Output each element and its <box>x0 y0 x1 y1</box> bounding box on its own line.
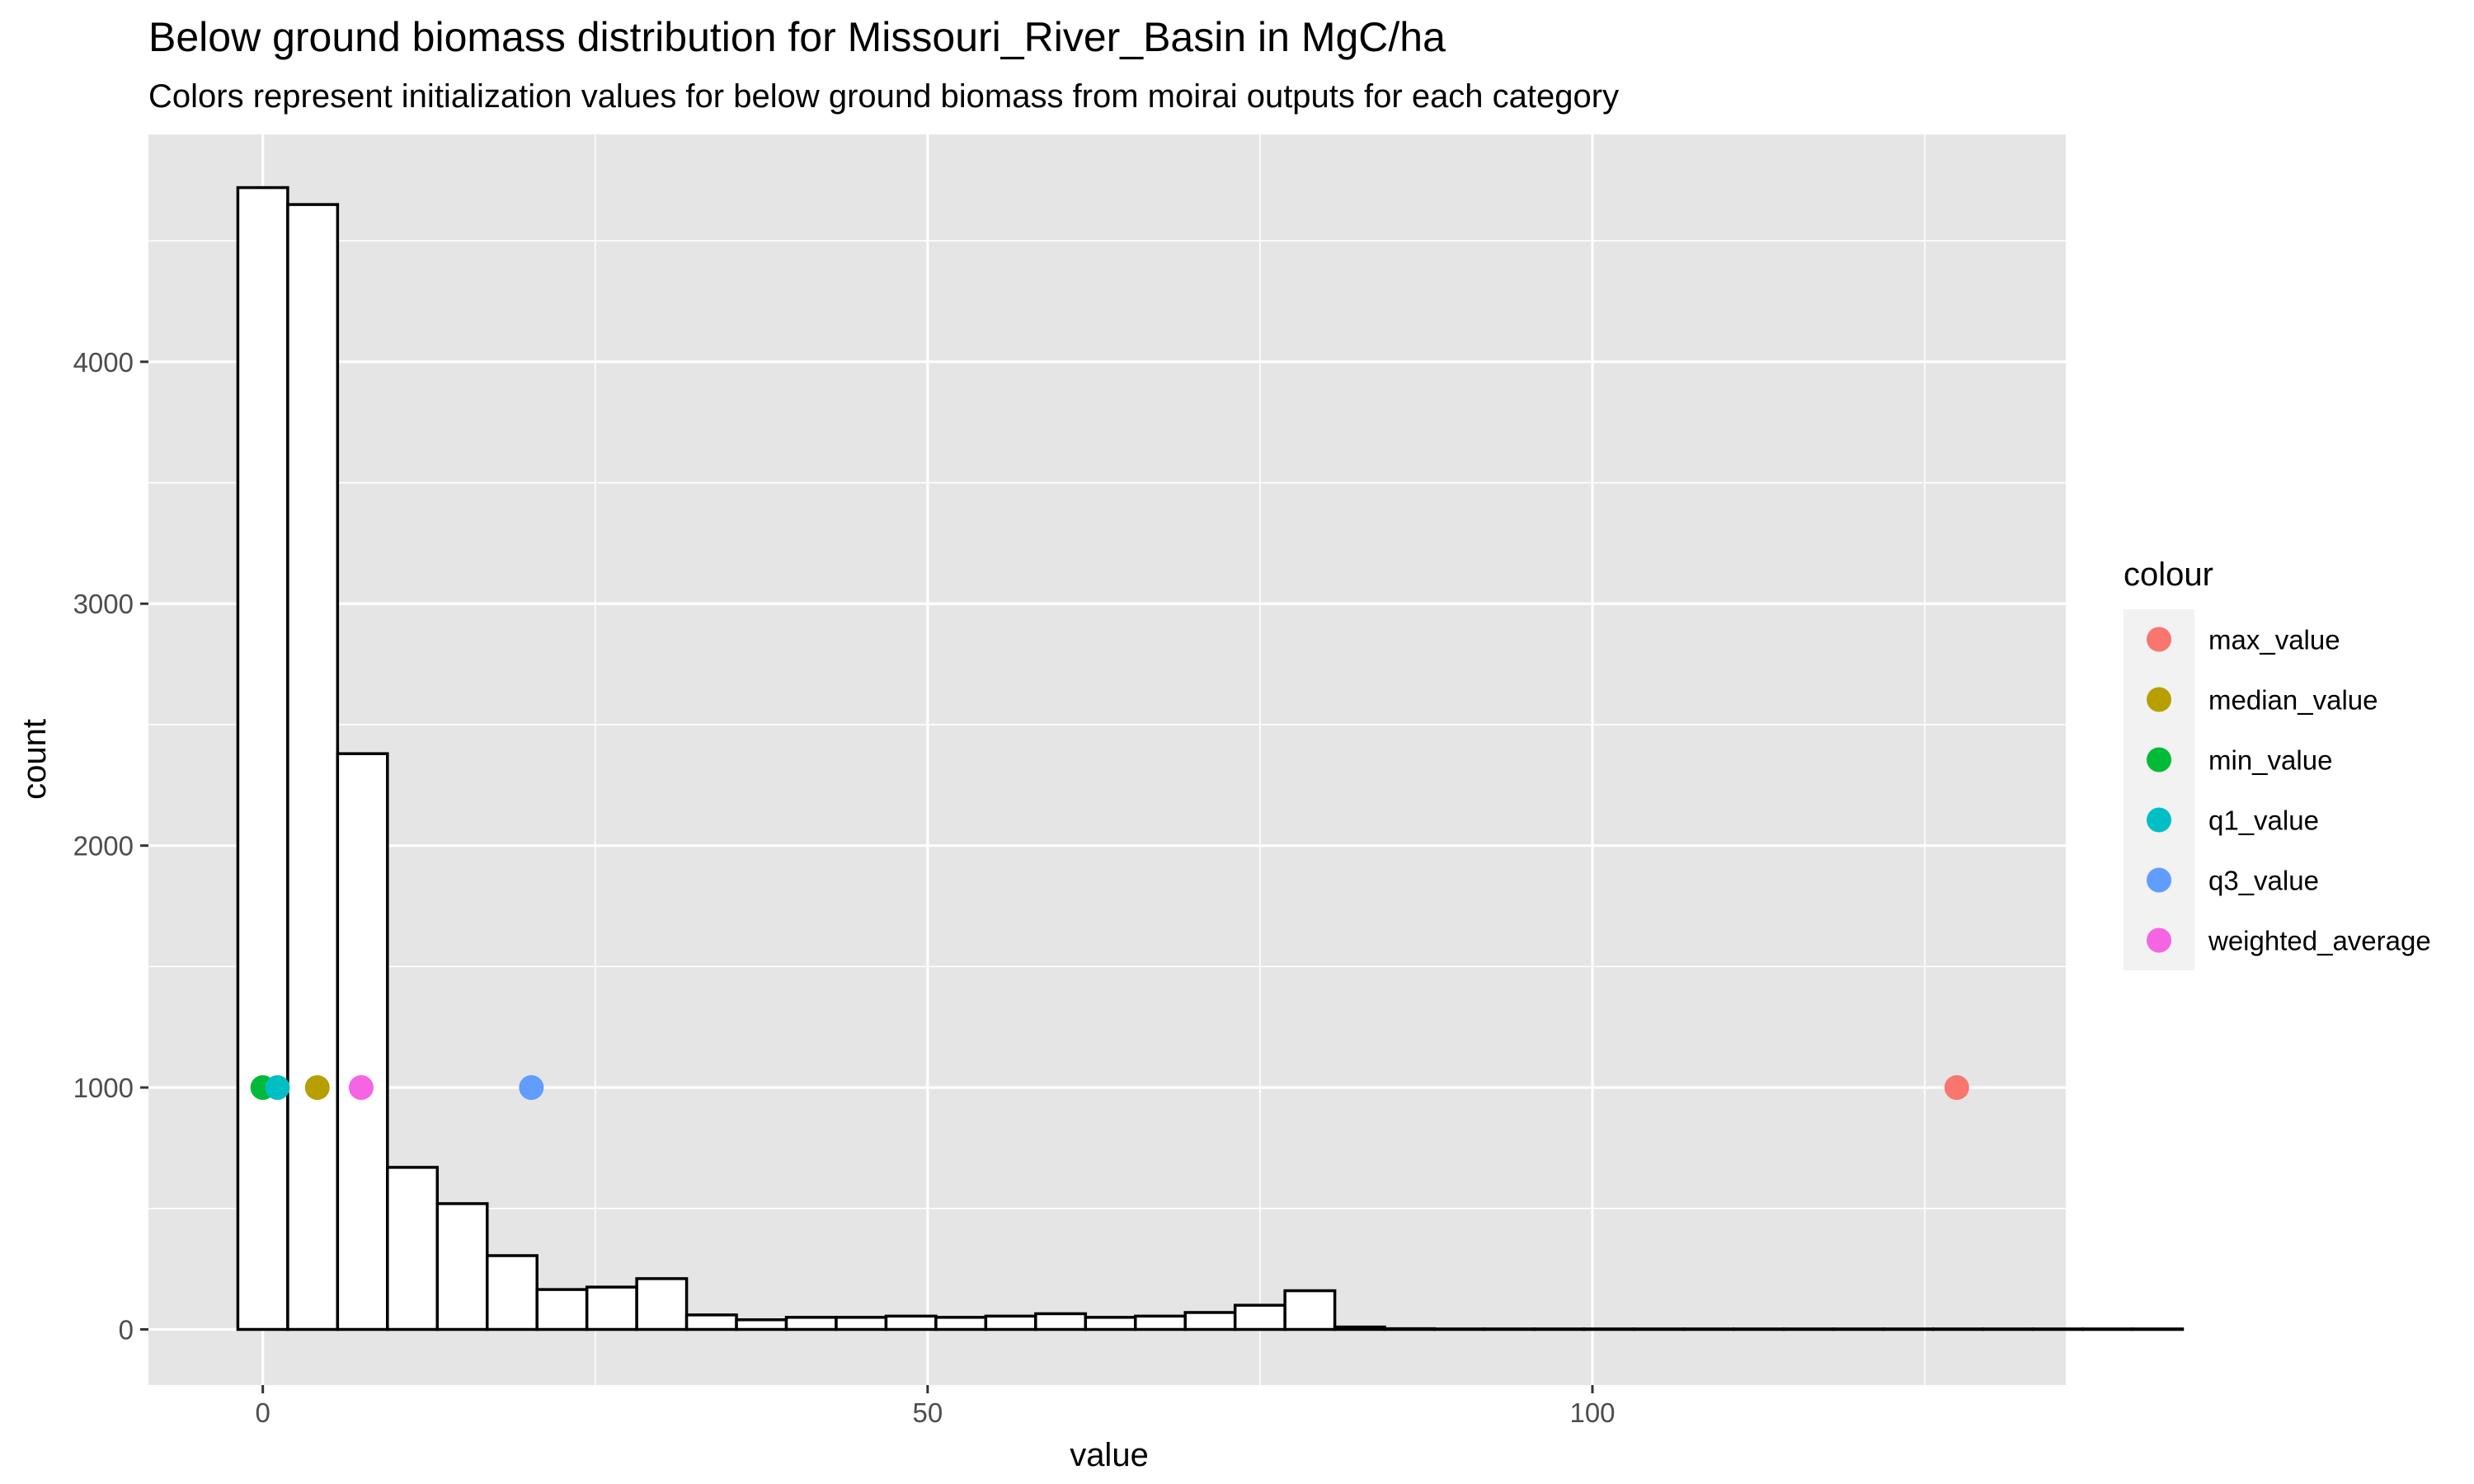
histogram-bar <box>1682 1327 1736 1331</box>
histogram-bar <box>2131 1327 2185 1331</box>
legend-title: colour <box>2124 556 2213 593</box>
histogram-bar <box>1084 1316 1137 1331</box>
legend-label-weighted-average: weighted_average <box>2208 926 2431 956</box>
histogram-bar <box>1432 1327 1486 1331</box>
histogram-bar <box>2081 1327 2134 1331</box>
x-tick-label: 0 <box>255 1397 270 1428</box>
legend-key-background <box>2124 609 2194 970</box>
histogram-bar <box>1034 1312 1088 1331</box>
chart-title: Below ground biomass distribution for Mi… <box>148 14 1446 60</box>
point-q1-value <box>265 1075 290 1101</box>
legend-label-max-value: max_value <box>2208 625 2340 655</box>
y-tick-label: 2000 <box>73 831 134 862</box>
histogram-bar <box>1233 1303 1286 1331</box>
histogram-bar <box>1532 1327 1586 1331</box>
histogram-bar <box>735 1318 788 1331</box>
histogram-bar <box>1732 1327 1785 1331</box>
histogram-bar <box>1832 1327 1885 1331</box>
x-axis-title: value <box>1070 1437 1149 1473</box>
histogram-bar <box>684 1313 738 1331</box>
legend-key-median-value <box>2147 687 2171 712</box>
legend-label-min-value: min_value <box>2208 745 2332 776</box>
histogram-bar <box>1632 1327 1686 1331</box>
histogram-bar <box>236 186 289 1331</box>
histogram-bar <box>1981 1327 2034 1331</box>
legend-key-q3-value <box>2147 867 2171 893</box>
histogram-bar <box>1333 1325 1386 1331</box>
x-tick-label: 50 <box>912 1397 943 1428</box>
histogram-bar <box>635 1277 689 1331</box>
legend-key-max-value <box>2147 627 2171 652</box>
y-tick-label: 4000 <box>73 347 134 378</box>
legend-key-weighted-average <box>2147 928 2171 953</box>
point-q3-value <box>519 1075 544 1101</box>
histogram-bar <box>1383 1327 1437 1331</box>
histogram-bar <box>1583 1327 1636 1331</box>
histogram-bar <box>934 1316 988 1331</box>
histogram-bar <box>286 203 340 1331</box>
histogram-bar <box>485 1254 539 1331</box>
y-tick-label: 0 <box>119 1315 134 1345</box>
histogram-bar <box>1134 1314 1187 1331</box>
legend: max_value median_value min_value q1_value q3… <box>2124 609 2431 970</box>
chart-subtitle: Colors represent initialization values f… <box>148 78 1619 115</box>
legend-label-q3-value: q3_value <box>2208 866 2319 896</box>
histogram-bar <box>784 1316 838 1331</box>
histogram-bar <box>435 1202 489 1331</box>
y-axis-title: count <box>16 719 53 800</box>
histogram-bars <box>236 186 2185 1331</box>
histogram-bar <box>835 1316 888 1331</box>
histogram-bar <box>1931 1327 1985 1331</box>
histogram-bar <box>1183 1311 1237 1331</box>
legend-key-min-value <box>2147 747 2171 773</box>
legend-label-q1-value: q1_value <box>2208 805 2319 836</box>
plot-panel <box>148 134 2066 1385</box>
histogram-bar <box>1483 1327 1536 1331</box>
statistic-points <box>250 1075 1969 1101</box>
point-weighted-average <box>348 1075 374 1101</box>
histogram-bar <box>2031 1327 2085 1331</box>
histogram-bar <box>1283 1289 1337 1331</box>
histogram-bar <box>535 1288 589 1331</box>
histogram-bar <box>585 1285 638 1331</box>
y-tick-label: 1000 <box>73 1073 134 1103</box>
point-median-value <box>304 1075 330 1101</box>
legend-key-q1-value <box>2147 807 2171 833</box>
histogram-bar <box>1782 1327 1835 1331</box>
histogram-bar <box>884 1314 938 1331</box>
y-axis-ticks: 0 1000 2000 3000 4000 <box>73 347 148 1345</box>
y-tick-label: 3000 <box>73 589 134 619</box>
point-max-value <box>1944 1075 1969 1101</box>
histogram-bar <box>386 1166 440 1331</box>
x-tick-label: 100 <box>1569 1397 1615 1428</box>
histogram-bar <box>984 1314 1037 1331</box>
legend-label-median-value: median_value <box>2208 685 2378 716</box>
x-axis-ticks: 0 50 100 <box>255 1385 1616 1428</box>
histogram-bar <box>336 752 389 1331</box>
histogram-bar <box>1881 1327 1935 1331</box>
